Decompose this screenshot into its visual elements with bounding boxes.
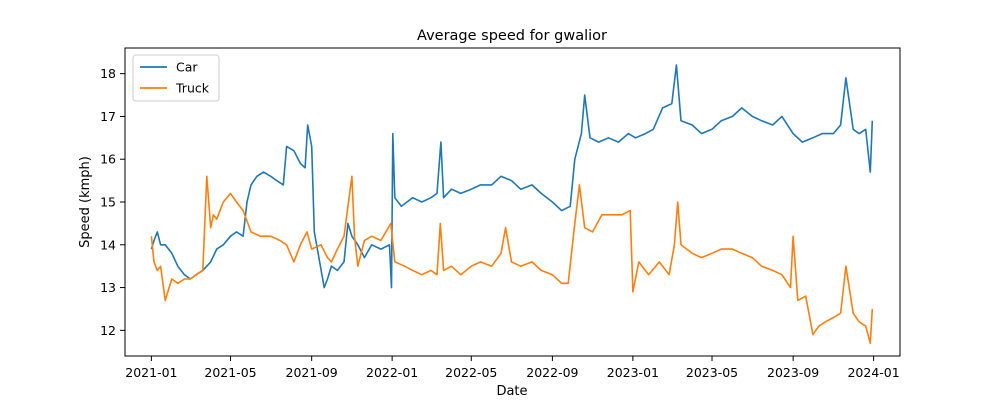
legend-label: Truck: [175, 81, 210, 96]
y-tick-label: 15: [100, 195, 116, 210]
x-tick-label: 2021-01: [125, 365, 177, 380]
chart-title: Average speed for gwalior: [417, 28, 607, 44]
x-tick-label: 2023-01: [607, 365, 659, 380]
x-tick-label: 2022-05: [445, 365, 497, 380]
x-tick-label: 2023-05: [686, 365, 738, 380]
x-tick-label: 2023-09: [767, 365, 819, 380]
x-axis: 2021-01 2021-05 2021-09 2022-01 2022-05 2022-…: [125, 356, 900, 380]
y-axis-label: Speed (kmph): [78, 156, 93, 248]
x-axis-label: Date: [496, 384, 527, 399]
y-tick-label: 14: [100, 237, 116, 252]
x-tick-label: 2021-09: [286, 365, 338, 380]
series-line-truck: [150, 175, 874, 344]
x-tick-label: 2022-01: [366, 365, 418, 380]
y-tick-label: 13: [100, 280, 116, 295]
plot-area: [150, 64, 874, 344]
y-tick-label: 17: [100, 109, 116, 124]
series-line-car: [150, 64, 874, 289]
x-tick-label: 2024-01: [847, 365, 899, 380]
legend: Car Truck: [132, 54, 220, 102]
plot-frame: [124, 47, 901, 357]
legend-label: Car: [176, 60, 198, 75]
x-tick-label: 2021-05: [204, 365, 256, 380]
x-tick-label: 2022-09: [526, 365, 578, 380]
y-tick-label: 16: [100, 152, 116, 167]
y-axis: 12 13 14 15 16 17 18: [100, 66, 125, 338]
y-tick-label: 18: [100, 66, 116, 81]
y-tick-label: 12: [100, 323, 116, 338]
